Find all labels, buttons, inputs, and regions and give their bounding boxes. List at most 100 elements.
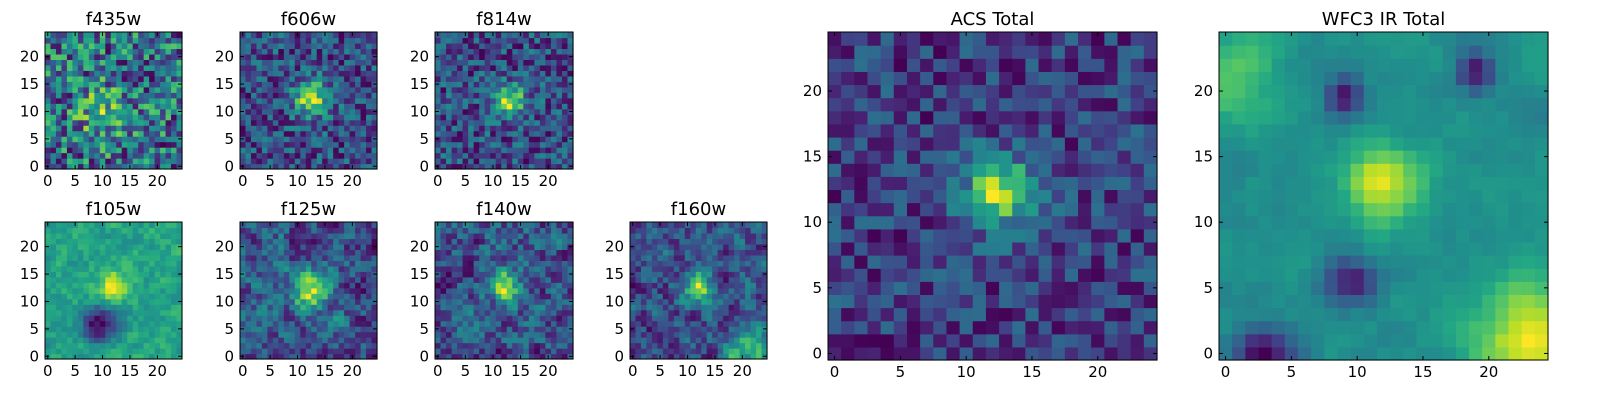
- heatmap-cell: [100, 266, 106, 272]
- heatmap-cell: [295, 288, 301, 294]
- heatmap-cell: [474, 255, 480, 261]
- heatmap-cell: [295, 260, 301, 266]
- heatmap-cell: [512, 304, 518, 310]
- heatmap-cell: [144, 277, 150, 283]
- heatmap-cell: [300, 131, 306, 137]
- heatmap-cell: [311, 233, 317, 239]
- heatmap-cell: [116, 249, 122, 255]
- heatmap-cell: [116, 136, 122, 142]
- heatmap-cell: [133, 244, 139, 250]
- heatmap-cell: [72, 142, 78, 148]
- heatmap-cell: [256, 43, 262, 49]
- heatmap-cell: [322, 48, 328, 54]
- heatmap-cell: [712, 266, 718, 272]
- heatmap-cell: [562, 76, 568, 82]
- heatmap-cell: [328, 142, 334, 148]
- heatmap-cell: [751, 255, 757, 261]
- heatmap-cell: [562, 244, 568, 250]
- heatmap-cell: [479, 266, 485, 272]
- heatmap-cell: [344, 288, 350, 294]
- heatmap-cell: [663, 227, 669, 233]
- heatmap-cell: [245, 76, 251, 82]
- heatmap-cell: [690, 260, 696, 266]
- heatmap-cell: [933, 176, 947, 190]
- heatmap-cell: [854, 321, 868, 335]
- heatmap-cell: [111, 288, 117, 294]
- heatmap-cell: [322, 249, 328, 255]
- heatmap-cell: [518, 70, 524, 76]
- heatmap-cell: [333, 76, 339, 82]
- heatmap-cell: [663, 293, 669, 299]
- heatmap-cell: [551, 59, 557, 65]
- x-tick-label: 15: [705, 362, 724, 380]
- heatmap-cell: [854, 150, 868, 164]
- heatmap-cell: [166, 92, 172, 98]
- heatmap-cell: [529, 304, 535, 310]
- heatmap-cell: [251, 255, 257, 261]
- heatmap-cell: [973, 255, 987, 269]
- heatmap-cell: [78, 288, 84, 294]
- heatmap-cell: [540, 299, 546, 305]
- heatmap-cell: [556, 37, 562, 43]
- heatmap-cell: [685, 249, 691, 255]
- heatmap-cell: [251, 114, 257, 120]
- heatmap-cell: [435, 48, 441, 54]
- heatmap-cell: [278, 315, 284, 321]
- heatmap-cell: [245, 266, 251, 272]
- heatmap-cell: [94, 70, 100, 76]
- heatmap-cell: [446, 233, 452, 239]
- heatmap-cell: [468, 315, 474, 321]
- heatmap-cell: [468, 32, 474, 38]
- heatmap-cell: [306, 321, 312, 327]
- heatmap-cell: [518, 87, 524, 93]
- heatmap-cell: [718, 343, 724, 349]
- heatmap-cell: [999, 268, 1013, 282]
- heatmap-cell: [273, 131, 279, 137]
- heatmap-cell: [149, 348, 155, 354]
- heatmap-cell: [89, 70, 95, 76]
- heatmap-cell: [155, 76, 161, 82]
- heatmap-cell: [446, 255, 452, 261]
- heatmap-cell: [127, 260, 133, 266]
- heatmap-cell: [551, 103, 557, 109]
- heatmap-cell: [333, 266, 339, 272]
- heatmap-cell: [111, 43, 117, 49]
- heatmap-cell: [127, 98, 133, 104]
- heatmap-cell: [317, 65, 323, 71]
- heatmap-cell: [712, 271, 718, 277]
- y-tick-label: 20: [410, 238, 429, 256]
- heatmap-cell: [1144, 176, 1158, 190]
- heatmap-cell: [635, 304, 641, 310]
- heatmap-cell: [67, 76, 73, 82]
- heatmap-cell: [45, 315, 51, 321]
- heatmap-cell: [501, 114, 507, 120]
- heatmap-cell: [273, 81, 279, 87]
- heatmap-cell: [122, 109, 128, 115]
- heatmap-cell: [920, 308, 934, 322]
- heatmap-cell: [83, 321, 89, 327]
- heatmap-cell: [457, 315, 463, 321]
- heatmap-cell: [155, 227, 161, 233]
- heatmap-cell: [751, 304, 757, 310]
- heatmap-cell: [144, 114, 150, 120]
- heatmap-cell: [540, 70, 546, 76]
- heatmap-cell: [361, 282, 367, 288]
- heatmap-cell: [468, 244, 474, 250]
- heatmap-cell: [452, 131, 458, 137]
- heatmap-cell: [122, 114, 128, 120]
- heatmap-cell: [679, 288, 685, 294]
- heatmap-cell: [355, 293, 361, 299]
- heatmap-cell: [501, 158, 507, 164]
- heatmap-cell: [61, 233, 67, 239]
- heatmap-cell: [457, 76, 463, 82]
- heatmap-cell: [50, 109, 56, 115]
- heatmap-cell: [100, 158, 106, 164]
- heatmap-cell: [529, 59, 535, 65]
- heatmap-cell: [1091, 321, 1105, 335]
- heatmap-cell: [696, 249, 702, 255]
- heatmap-cell: [1091, 334, 1105, 348]
- heatmap-cell: [1065, 189, 1079, 203]
- heatmap-cell: [452, 337, 458, 343]
- heatmap-cell: [83, 255, 89, 261]
- heatmap-cell: [155, 103, 161, 109]
